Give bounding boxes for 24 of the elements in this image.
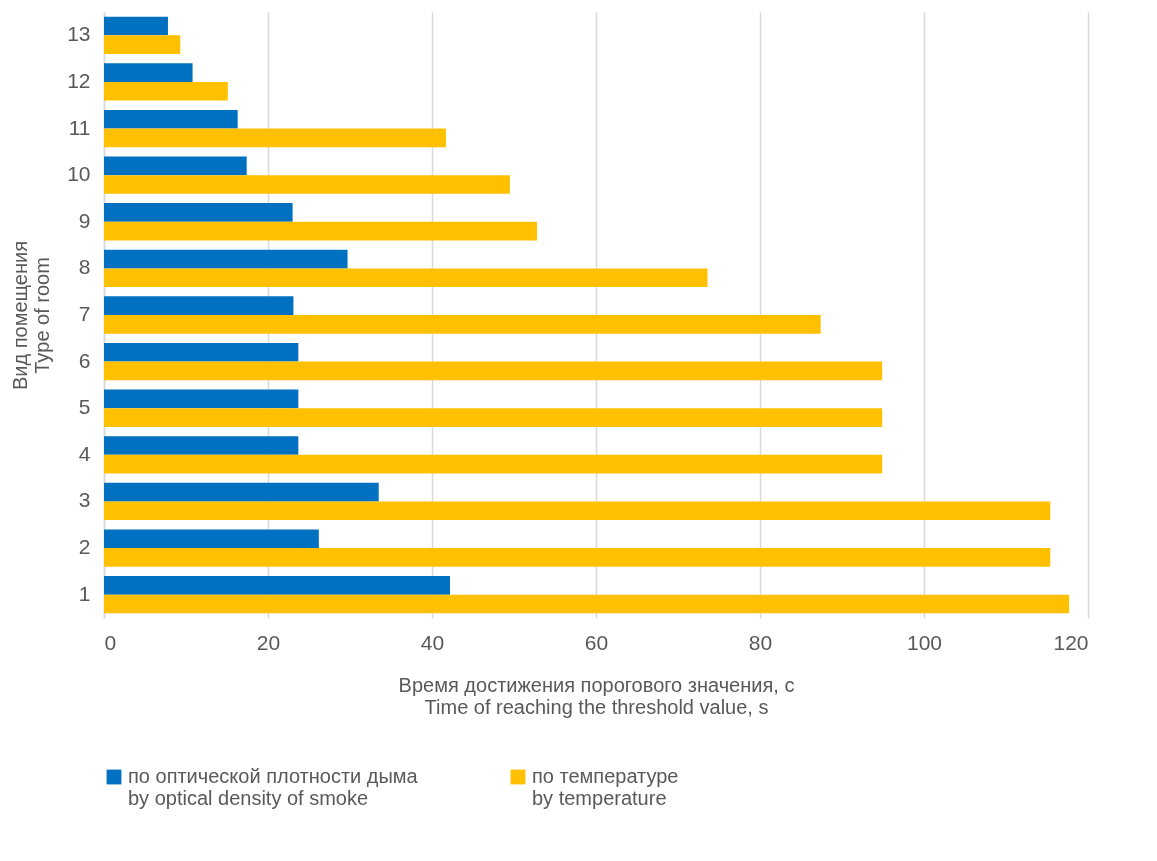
legend-label: по температуре by temperature (532, 765, 679, 809)
x-tick-label: 60 (584, 630, 609, 654)
y-tick-label: 13 (67, 22, 91, 46)
y-axis-title: Вид помещения Type of room (9, 241, 54, 390)
x-tick-label: 100 (906, 630, 943, 654)
legend-label: по оптической плотности дыма by optical density of smoke (128, 765, 419, 809)
y-tick-label: 3 (78, 488, 91, 512)
y-tick-label: 10 (67, 162, 91, 186)
y-tick-label: 7 (78, 302, 91, 325)
x-tick-label: 20 (256, 630, 281, 654)
x-axis-title: Время достижения порогового значения, с Time of reaching the threshold value, s (398, 673, 795, 718)
x-tick-label: 0 (104, 630, 117, 654)
y-tick-label: 1 (78, 581, 91, 605)
x-tick-label: 40 (420, 630, 445, 654)
y-tick-label: 9 (78, 208, 91, 232)
y-tick-label: 5 (78, 395, 91, 419)
y-tick-label: 8 (78, 255, 91, 279)
y-tick-label: 11 (68, 115, 91, 139)
x-tick-label: 120 (1053, 630, 1089, 654)
y-tick-label: 4 (78, 441, 91, 465)
x-tick-label: 80 (748, 630, 773, 654)
y-tick-label: 6 (78, 348, 91, 372)
y-tick-label: 2 (78, 535, 91, 559)
y-tick-label: 12 (67, 68, 91, 92)
